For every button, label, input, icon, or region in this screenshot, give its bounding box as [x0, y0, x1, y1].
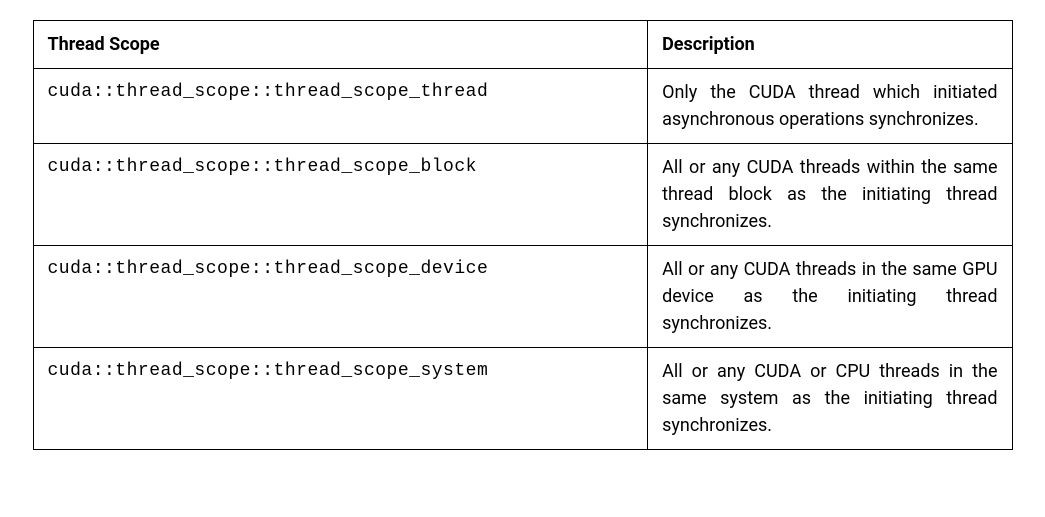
description-cell: All or any CUDA threads within the same …	[648, 144, 1012, 246]
table-header-row: Thread Scope Description	[33, 21, 1012, 69]
scope-cell: cuda::thread_scope::thread_scope_system	[33, 348, 648, 450]
scope-cell: cuda::thread_scope::thread_scope_block	[33, 144, 648, 246]
scope-cell: cuda::thread_scope::thread_scope_thread	[33, 69, 648, 144]
description-cell: Only the CUDA thread which initiated asy…	[648, 69, 1012, 144]
description-cell: All or any CUDA threads in the same GPU …	[648, 246, 1012, 348]
table-row: cuda::thread_scope::thread_scope_system …	[33, 348, 1012, 450]
scope-cell: cuda::thread_scope::thread_scope_device	[33, 246, 648, 348]
thread-scope-table: Thread Scope Description cuda::thread_sc…	[33, 20, 1013, 450]
table-row: cuda::thread_scope::thread_scope_device …	[33, 246, 1012, 348]
table-row: cuda::thread_scope::thread_scope_block A…	[33, 144, 1012, 246]
column-header-description: Description	[648, 21, 1012, 69]
description-cell: All or any CUDA or CPU threads in the sa…	[648, 348, 1012, 450]
column-header-scope: Thread Scope	[33, 21, 648, 69]
table-row: cuda::thread_scope::thread_scope_thread …	[33, 69, 1012, 144]
